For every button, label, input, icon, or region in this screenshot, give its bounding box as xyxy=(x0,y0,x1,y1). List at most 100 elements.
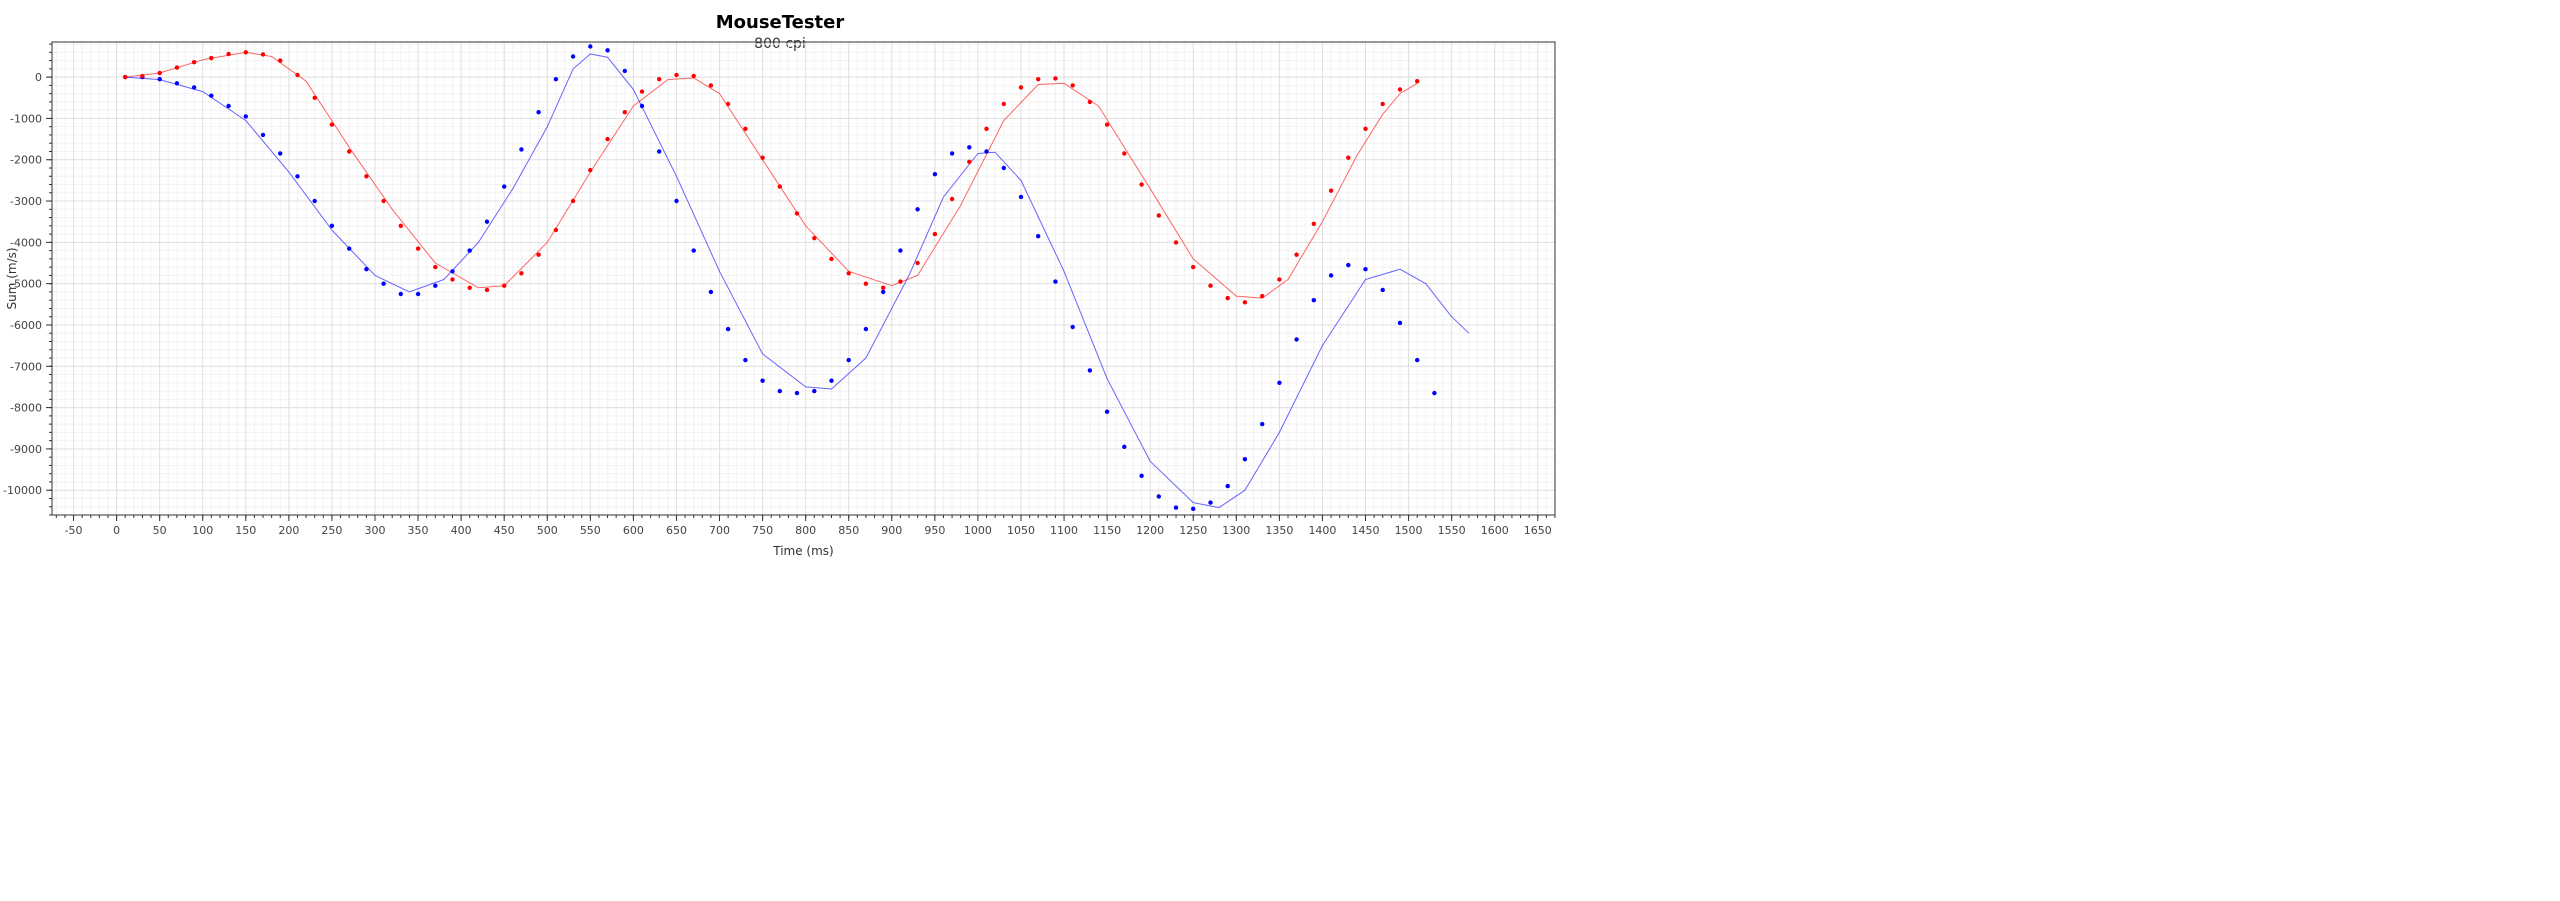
series-0-point xyxy=(1432,390,1437,396)
series-0-point xyxy=(898,248,903,253)
series-1-point xyxy=(364,174,369,179)
x-tick-label: 1350 xyxy=(1265,524,1293,537)
series-1-point xyxy=(1277,277,1282,282)
series-1-point xyxy=(725,101,731,107)
series-1-point xyxy=(1397,87,1403,92)
series-1-point xyxy=(433,264,438,270)
series-1-point xyxy=(743,126,748,131)
series-0-point xyxy=(915,207,920,212)
x-tick-label: -50 xyxy=(65,524,83,537)
x-tick-label: 500 xyxy=(537,524,558,537)
series-0-point xyxy=(932,172,938,177)
series-1-point xyxy=(329,122,335,127)
series-1-point xyxy=(467,285,472,290)
series-0-point xyxy=(260,132,266,138)
series-1-point xyxy=(140,73,145,79)
series-1-point xyxy=(863,281,869,286)
y-axis-label: Sum (m/s) xyxy=(5,247,19,309)
y-tick-label: -10000 xyxy=(3,484,42,497)
x-tick-label: 1000 xyxy=(964,524,992,537)
series-1-point xyxy=(1070,83,1075,88)
x-tick-label: 0 xyxy=(113,524,120,537)
series-0-point xyxy=(708,289,714,295)
x-tick-label: 600 xyxy=(623,524,644,537)
series-1-point xyxy=(278,58,283,63)
series-1-point xyxy=(157,70,162,76)
series-0-point xyxy=(657,149,662,154)
series-0-point xyxy=(1070,324,1075,330)
series-1-point xyxy=(846,271,851,276)
series-0-point xyxy=(1260,421,1265,427)
series-0-point xyxy=(433,283,438,288)
series-1-point xyxy=(1346,155,1351,160)
series-1-point xyxy=(415,246,421,251)
x-tick-label: 950 xyxy=(924,524,945,537)
series-1-point xyxy=(1191,264,1196,270)
series-0-point xyxy=(984,149,989,154)
series-1-point xyxy=(226,51,231,57)
series-1-point xyxy=(381,198,386,204)
series-1-point xyxy=(881,285,886,290)
series-0-point xyxy=(794,390,800,396)
series-0-point xyxy=(1311,298,1317,303)
series-0-point xyxy=(1053,279,1058,284)
series-1-point xyxy=(398,223,403,228)
series-1-point xyxy=(347,149,352,154)
series-1-point xyxy=(674,72,679,78)
x-tick-label: 650 xyxy=(666,524,687,537)
series-1-point xyxy=(760,155,765,160)
series-0-point xyxy=(846,357,851,363)
x-tick-label: 1550 xyxy=(1438,524,1466,537)
grid-major xyxy=(52,42,1555,515)
x-tick-label: 1650 xyxy=(1524,524,1552,537)
y-tick-label: -3000 xyxy=(10,195,42,208)
series-0-point xyxy=(1191,506,1196,511)
series-1-point xyxy=(1363,126,1368,131)
x-tick-label: 800 xyxy=(795,524,816,537)
series-0-point xyxy=(1036,234,1041,239)
series-0-point xyxy=(1122,444,1127,449)
series-1-point xyxy=(295,72,300,78)
series-0-point xyxy=(1242,457,1248,462)
series-0-point xyxy=(760,378,765,383)
chart-title: MouseTester xyxy=(715,12,845,33)
series-1-point xyxy=(949,196,955,202)
x-tick-label: 1200 xyxy=(1136,524,1164,537)
series-0-point xyxy=(743,357,748,363)
series-0-point xyxy=(157,77,162,82)
series-0-point xyxy=(1346,262,1351,268)
series-1-point xyxy=(1294,252,1299,257)
series-1-point xyxy=(639,89,645,94)
x-tick-label: 350 xyxy=(408,524,429,537)
series-0-point xyxy=(863,326,869,332)
series-0-point xyxy=(381,281,386,286)
series-1-point xyxy=(312,95,317,101)
series-0-point xyxy=(588,44,593,49)
x-tick-label: 1500 xyxy=(1395,524,1423,537)
series-1-point xyxy=(123,74,128,80)
series-1-point xyxy=(536,252,541,257)
series-0-point xyxy=(209,93,214,98)
x-tick-label: 300 xyxy=(364,524,385,537)
series-1-point xyxy=(1328,188,1334,193)
series-0-point xyxy=(243,114,248,119)
axis-ticks xyxy=(46,43,1556,521)
series-0-point xyxy=(812,388,817,394)
series-0-point xyxy=(519,147,524,152)
x-tick-label: 850 xyxy=(838,524,859,537)
series-0-point xyxy=(536,110,541,115)
series-0-point xyxy=(398,291,403,297)
series-0-point xyxy=(605,48,610,53)
series-0-point xyxy=(553,77,559,82)
series-1-point xyxy=(1087,99,1093,105)
series-0-point xyxy=(1415,357,1420,363)
series-0-point xyxy=(502,184,507,189)
series-1-point xyxy=(1036,77,1041,82)
x-tick-label: 1250 xyxy=(1179,524,1207,537)
series-0-point xyxy=(1001,165,1006,171)
y-tick-label: -1000 xyxy=(10,112,42,125)
series-1-point xyxy=(243,50,248,55)
x-tick-label: 700 xyxy=(709,524,730,537)
series-1-point xyxy=(1242,300,1248,305)
series-0-fit-line xyxy=(125,53,1470,509)
